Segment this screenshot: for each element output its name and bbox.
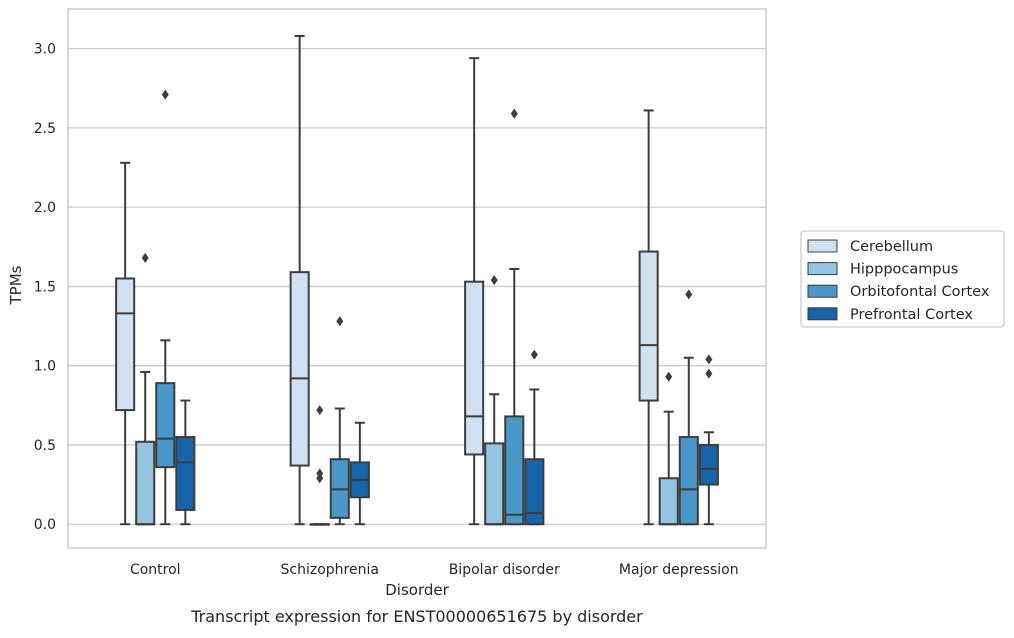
x-axis-title: Disorder [385,581,449,599]
outlier-point [161,89,169,100]
plot-frame [67,8,767,549]
box-3-0 [638,109,659,526]
legend-frame [800,230,1005,328]
box-iqr [135,440,156,526]
box-iqr [678,436,699,526]
box-0-2 [155,89,176,526]
legend-label: Cerebellum [850,239,933,255]
box-3-1 [658,371,679,526]
box-iqr [175,436,196,511]
outlier-point [685,289,693,300]
y-tick-label: 2.0 [34,200,56,216]
x-tick-label: Control [130,562,181,578]
plot-area [115,34,719,526]
box-iqr [698,443,719,486]
outlier-point [705,354,713,365]
box-iqr [155,382,176,469]
chart-caption: Transcript expression for ENST0000065167… [190,607,643,626]
box-iqr [638,250,659,402]
outlier-point [705,368,713,379]
box-1-3 [349,421,370,526]
outlier-point [141,252,149,263]
box-iqr [658,477,679,526]
y-tick-label: 2.5 [34,121,56,137]
outlier-point [336,316,344,327]
box-iqr [504,415,525,526]
legend-label: Orbitofontal Cortex [850,284,990,300]
box-0-1 [135,252,156,526]
y-tick-label: 1.0 [34,359,56,375]
axes: Disorder TPMs Transcript expression for … [7,42,739,626]
box-2-2 [504,108,525,526]
outlier-point [316,405,324,416]
y-tick-label: 0.0 [34,517,56,533]
y-axis-title: TPMs [7,265,25,305]
box-3-3 [698,354,719,526]
outlier-point [530,349,538,360]
outlier-point [510,108,518,119]
box-2-3 [524,349,545,526]
box-1-2 [329,316,350,526]
y-tick-label: 3.0 [34,42,56,58]
box-1-1 [309,405,330,526]
y-tick-label: 0.5 [34,438,56,454]
legend-swatch [807,239,838,253]
box-iqr [289,271,310,467]
legend-swatch [807,284,838,298]
outlier-point [665,371,673,382]
box-2-1 [484,275,505,526]
box-iqr [524,458,545,526]
box-1-0 [289,34,310,526]
legend-label: Prefrontal Cortex [850,307,973,323]
x-tick-label: Major depression [619,562,739,578]
x-tick-label: Schizophrenia [281,562,379,578]
outlier-point [490,275,498,286]
box-iqr [464,280,485,456]
legend: Cerebellum Hipppocampus Orbitofontal Corte… [800,230,1005,328]
box-3-2 [678,289,699,526]
legend-label: Hipppocampus [850,262,958,278]
box-iqr [484,442,505,526]
box-2-0 [464,57,485,526]
box-iqr [115,277,136,412]
box-0-0 [115,161,136,526]
legend-swatch [807,307,838,321]
box-0-3 [175,399,196,526]
legend-swatch [807,262,838,276]
outlier-point [316,473,324,484]
x-tick-label: Bipolar disorder [449,562,560,578]
y-tick-label: 1.5 [34,279,56,295]
